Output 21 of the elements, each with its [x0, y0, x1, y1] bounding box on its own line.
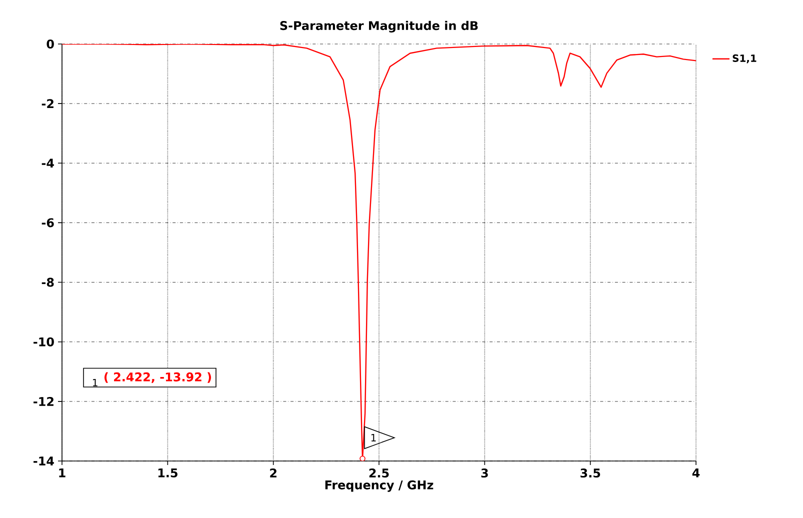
annotation: ( 2.422, -13.92 ): [104, 372, 211, 383]
x-tick-label: 2.5: [369, 468, 389, 478]
x-axis-title: Frequency / GHz: [325, 480, 434, 492]
y-tick-label: -12: [34, 396, 54, 406]
x-tick-label: 3: [481, 468, 488, 478]
annotation: 1: [371, 434, 376, 442]
x-tick-label: 2: [270, 468, 276, 478]
x-tick-label: 1.5: [158, 468, 178, 478]
y-tick-label: -8: [42, 278, 54, 287]
annotation: 1: [93, 378, 98, 386]
y-tick-label: -14: [34, 456, 54, 466]
x-tick-label: 4: [692, 468, 700, 478]
y-tick-label: -4: [42, 158, 54, 168]
x-tick-label: 3.5: [580, 468, 600, 478]
x-tick-label: 1: [59, 468, 66, 478]
y-tick-label: -2: [42, 99, 54, 108]
y-tick-label: -10: [34, 337, 54, 346]
y-tick-label: 0: [46, 39, 54, 49]
legend-label: S1,1: [732, 54, 756, 64]
chart-title: S-Parameter Magnitude in dB: [280, 20, 478, 33]
y-tick-label: -6: [42, 218, 54, 228]
